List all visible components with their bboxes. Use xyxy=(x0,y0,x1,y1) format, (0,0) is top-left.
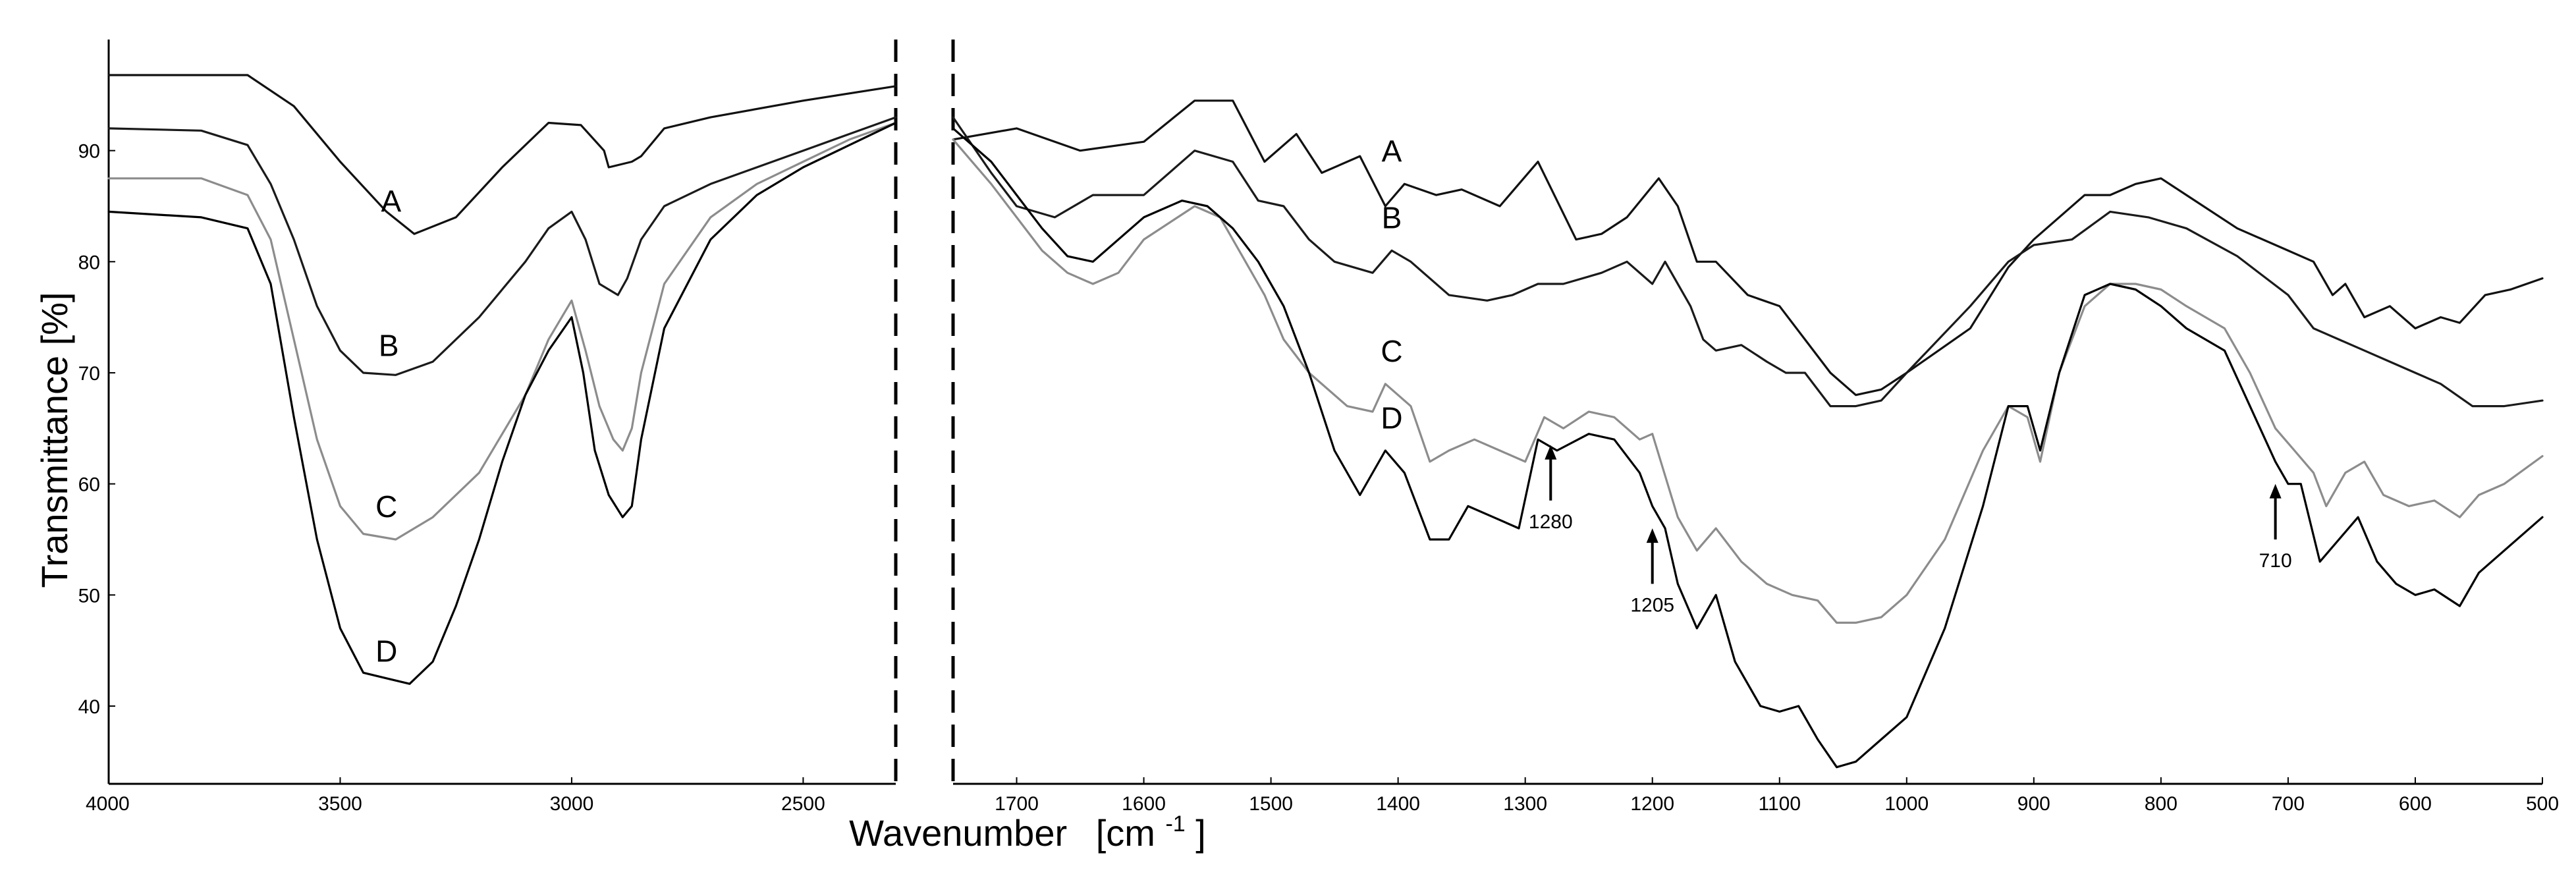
curve-label-B: B xyxy=(1382,201,1402,235)
x-tick-label: 1300 xyxy=(1503,793,1547,815)
series-C-right-line xyxy=(952,138,2544,624)
x-axis-title: Wavenumber [cm -1 ] xyxy=(849,798,1206,854)
x-tick-label: 1500 xyxy=(1249,793,1293,815)
x-tick-label: 1000 xyxy=(1884,793,1929,815)
peak-annotation-1280: 1280 xyxy=(1529,445,1573,533)
x-tick-label: 900 xyxy=(2017,793,2050,815)
x-tick-label: 1700 xyxy=(995,793,1039,815)
x-tick-label: 1100 xyxy=(1759,793,1801,815)
curve-label-D: D xyxy=(1381,400,1402,435)
peak-annotations: 1280 1205 710 xyxy=(1529,445,2292,617)
annotation-label: 1280 xyxy=(1529,511,1573,533)
x-tick-label: 4000 xyxy=(86,793,130,815)
curve-label-A: A xyxy=(381,184,401,218)
y-tick-label: 80 xyxy=(78,252,100,273)
series-B-left-line xyxy=(107,116,897,376)
curve-label-A: A xyxy=(1382,134,1402,169)
series-B xyxy=(107,116,2544,408)
spectra-curves xyxy=(107,74,2544,769)
curve-label-C: C xyxy=(1381,334,1402,368)
series-A xyxy=(107,74,2544,397)
x-tick-label: 1200 xyxy=(1630,793,1674,815)
y-tick-label: 70 xyxy=(78,363,100,385)
series-A-right-line xyxy=(952,99,2544,397)
peak-annotation-710: 710 xyxy=(2259,483,2292,572)
x-tick-label: 600 xyxy=(2399,793,2432,815)
series-C xyxy=(107,121,2544,624)
series-D xyxy=(107,121,2544,769)
y-tick-label: 90 xyxy=(78,141,100,163)
x-axis-unit: [cm xyxy=(1096,812,1155,854)
series-B-right-line xyxy=(952,116,2544,408)
series-A-left-line xyxy=(107,74,897,235)
series-D-left-line xyxy=(107,121,897,685)
x-tick-label: 500 xyxy=(2526,793,2559,815)
x-tick-label: 2500 xyxy=(781,793,825,815)
x-tick-label: 1600 xyxy=(1122,793,1166,815)
annotation-arrow-head xyxy=(1545,445,1557,460)
x-axis-unit-close: ] xyxy=(1195,812,1206,854)
x-tick-label: 1400 xyxy=(1376,793,1420,815)
annotation-arrow-head xyxy=(2269,483,2282,499)
y-tick-label: 60 xyxy=(78,474,100,496)
curve-label-D: D xyxy=(375,634,397,668)
y-axis-title: Transmittance [%] xyxy=(34,292,75,588)
x-tick-label: 3500 xyxy=(318,793,362,815)
x-tick-label: 800 xyxy=(2145,793,2178,815)
peak-annotation-1205: 1205 xyxy=(1630,528,1674,617)
x-axis-title-text: Wavenumber xyxy=(849,812,1067,854)
series-D-right-line xyxy=(952,127,2544,769)
y-tick-label: 40 xyxy=(78,696,100,718)
x-axis-unit-superscript: -1 xyxy=(1165,811,1185,837)
annotation-arrow-head xyxy=(1646,528,1658,543)
x-tick-label: 3000 xyxy=(550,793,594,815)
y-tick-label: 50 xyxy=(78,585,100,607)
x-tick-label: 700 xyxy=(2272,793,2305,815)
annotation-label: 710 xyxy=(2259,550,2292,572)
axes: 40 50 60 70 80 90 4000 3500 3000 2500 1700 1600 1500… xyxy=(78,40,2559,815)
curve-label-C: C xyxy=(375,489,397,524)
curve-label-B: B xyxy=(379,329,399,363)
annotation-label: 1205 xyxy=(1630,595,1674,617)
series-C-left-line xyxy=(107,121,897,541)
